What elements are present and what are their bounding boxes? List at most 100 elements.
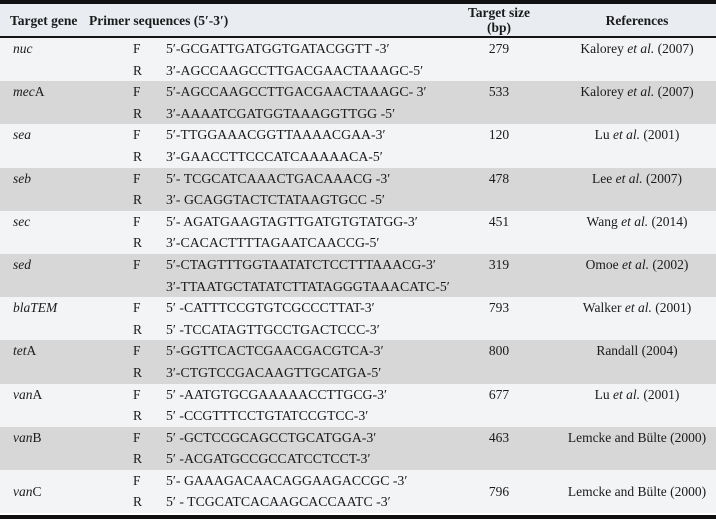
table-header-row: Target gene Primer sequences (5′-3′) Tar…	[0, 4, 716, 37]
reference: Kalorey et al. (2007)	[558, 81, 716, 124]
primer-sequence: 5′-AGCCAAGCCTTGACGAACTAAAGC- 3′	[166, 84, 427, 100]
primer-sequence: 5′-GGTTCACTCGAACGACGTCA-3′	[166, 343, 384, 359]
target-size: 120	[488, 127, 510, 143]
reference-year: (2001)	[640, 127, 680, 143]
target-size: 533	[488, 84, 510, 100]
gene-roman-part: A	[26, 343, 37, 359]
primer-direction: F	[133, 170, 141, 186]
primer-sequence: 5′-TTGGAAACGGTTAAAACGAA-3′	[166, 127, 386, 143]
header-target-size-line2: (bp)	[486, 20, 511, 35]
primer-direction: R	[133, 408, 143, 424]
primer-table: Target gene Primer sequences (5′-3′) Tar…	[0, 4, 716, 514]
primer-sequence: 5′ -GCTCCGCAGCCTGCATGGA-3′	[166, 429, 377, 445]
gene-italic-part: van	[13, 386, 33, 402]
table-row: seb F 5′- TCGCATCAAACTGACAAACG -3′ 478 L…	[0, 167, 716, 190]
reference-text: Lee	[592, 170, 616, 186]
reference-year: (2007)	[654, 84, 694, 100]
reference: Lu et al. (2001)	[558, 124, 716, 167]
primer-direction: R	[133, 62, 143, 78]
primer-direction: F	[133, 300, 141, 316]
primer-direction: F	[133, 41, 141, 56]
reference-text: Wang	[586, 213, 622, 229]
header-target-size: Target size (bp)	[440, 4, 558, 37]
target-size: 478	[488, 170, 510, 186]
gene-roman-part: C	[32, 483, 42, 499]
gene-italic-part: blaTEM	[13, 300, 58, 316]
table-row: sec F 5′- AGATGAAGTAGTTGATGTGTATGG-3′ 45…	[0, 210, 716, 233]
primer-direction: R	[133, 494, 143, 510]
gene-name: sec	[0, 211, 84, 254]
primer-direction	[84, 276, 156, 298]
reference-year: (2001)	[651, 300, 692, 316]
reference: Lemcke and Bülte (2000)	[558, 470, 716, 513]
primer-sequence: 5′ -CATTTCCGTGTCGCCCTTAT-3′	[166, 300, 375, 316]
reference: Lu et al. (2001)	[558, 384, 716, 427]
primer-sequence: 5′ - TCGCATCACAAGCACCAATC -3′	[166, 494, 391, 510]
reference: Lee et al. (2007)	[558, 168, 716, 211]
header-target-gene: Target gene	[10, 12, 78, 28]
reference-text: Walker	[582, 300, 625, 316]
primer-direction: R	[133, 192, 143, 208]
primer-sequence: 5′ -TCCATAGTTGCCTGACTCCC-3′	[166, 321, 380, 337]
gene-italic-part: sed	[13, 256, 31, 272]
primer-sequence: 5′- GAAAGACAACAGGAAGACCGC -3′	[166, 472, 408, 488]
primer-direction: R	[133, 148, 143, 164]
gene-italic-part: mec	[13, 84, 35, 100]
reference-text: Lu	[594, 386, 613, 402]
target-size: 463	[488, 429, 510, 445]
gene-italic-part: sea	[13, 127, 31, 143]
primer-direction: F	[133, 213, 141, 229]
target-size: 796	[488, 483, 510, 499]
primer-sequence: 5′- AGATGAAGTAGTTGATGTGTATGG-3′	[166, 213, 418, 229]
reference: Walker et al. (2001)	[558, 297, 716, 340]
primer-sequence: 3′-CACACTTTTAGAATCAACCG-5′	[166, 235, 380, 251]
primer-direction: R	[133, 105, 143, 121]
reference: Randall (2004)	[558, 340, 716, 383]
reference-text: Kalorey	[580, 84, 628, 100]
table-row: tetA F 5′-GGTTCACTCGAACGACGTCA-3′ 800 Ra…	[0, 340, 716, 362]
header-references: References	[605, 12, 669, 28]
gene-roman-part: A	[34, 84, 45, 100]
target-size: 319	[488, 256, 510, 272]
primer-sequence: 3′-TTAATGCTATATCTTATAGGGTAAACATC-5′	[166, 278, 450, 294]
primer-direction: F	[133, 343, 141, 359]
primer-sequence: 5′ -ACGATGCCGCCATCCTCCT-3′	[166, 451, 371, 467]
primer-sequence: 3′-AGCCAAGCCTTGACGAACTAAAGC-5′	[166, 62, 424, 78]
reference-text: Lemcke and Bülte (2000)	[567, 483, 707, 499]
primer-direction: F	[133, 84, 141, 100]
reference: Kalorey et al. (2007)	[558, 37, 716, 81]
reference: Wang et al. (2014)	[558, 211, 716, 254]
primer-sequence: 3′-GAACCTTCCCATCAAAAACA-5′	[166, 148, 383, 164]
primer-sequence: 5′-CTAGTTTGGTAATATCTCCTTTAAACG-3′	[166, 256, 436, 272]
gene-italic-part: nuc	[13, 41, 33, 56]
primer-direction: F	[133, 429, 141, 445]
reference-et-al: et al.	[627, 41, 655, 56]
reference: Lemcke and Bülte (2000)	[558, 427, 716, 470]
header-target-size-line1: Target size	[467, 5, 531, 20]
gene-name: vanB	[0, 427, 84, 470]
target-size: 677	[488, 386, 510, 402]
primer-direction: R	[133, 235, 143, 251]
table-row: vanB F 5′ -GCTCCGCAGCCTGCATGGA-3′ 463 Le…	[0, 426, 716, 449]
gene-name: sed	[0, 254, 84, 297]
primer-direction: R	[133, 451, 143, 467]
primer-sequence: 5′ -AATGTGCGAAAAACCTTGCG-3′	[166, 386, 388, 402]
primer-direction: F	[133, 256, 141, 272]
gene-name: vanA	[0, 384, 84, 427]
reference-et-al: et al.	[624, 300, 652, 316]
gene-name: mecA	[0, 81, 84, 124]
table-row: blaTEM F 5′ -CATTTCCGTGTCGCCCTTAT-3′ 793…	[0, 297, 716, 319]
reference-year: (2007)	[654, 41, 694, 56]
primer-direction: F	[133, 472, 141, 488]
reference-year: (2007)	[642, 170, 682, 186]
gene-roman-part: A	[32, 386, 43, 402]
primer-sequence: 3′-AAAATCGATGGTAAAGGTTGG -5′	[166, 105, 396, 121]
primer-sequence: 5′ -CCGTTTCCTGTATCCGTCC-3′	[166, 408, 369, 424]
primer-sequence: 5′- TCGCATCAAACTGACAAACG -3′	[166, 170, 391, 186]
gene-name: vanC	[0, 470, 84, 513]
reference-et-al: et al.	[622, 256, 649, 272]
gene-name: nuc	[0, 37, 84, 81]
gene-italic-part: seb	[13, 170, 31, 186]
table-row: sea F 5′-TTGGAAACGGTTAAAACGAA-3′ 120 Lu …	[0, 124, 716, 146]
